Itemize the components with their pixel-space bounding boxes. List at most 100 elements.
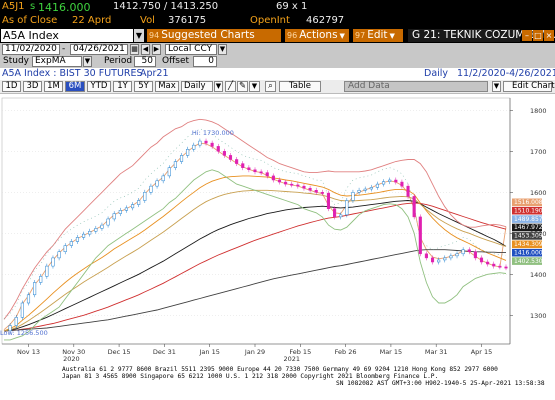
bloomberg-footer: Australia 61 2 9777 8600 Brazil 5511 239… — [0, 362, 555, 400]
candle — [39, 276, 43, 283]
draw-line-icon[interactable]: ╱ — [225, 81, 236, 92]
candle — [137, 200, 141, 205]
maximize-icon[interactable]: □ — [533, 30, 543, 41]
actions-button[interactable]: 96 Actions ▼ — [285, 29, 349, 42]
study-bar: Study ExpMA ▼ Period 50 Offset 0 — [0, 56, 555, 68]
year-label: 2020 — [63, 355, 80, 362]
candle — [461, 249, 465, 255]
x-tick-label: Apr 15 — [471, 348, 493, 356]
right-value-text: 1516.008 — [514, 199, 543, 206]
annotate-dropdown-icon[interactable]: ▼ — [249, 81, 260, 92]
year-label: 2021 — [283, 355, 300, 362]
candle — [467, 249, 471, 252]
candle — [449, 255, 453, 259]
period-1y-button[interactable]: 1Y — [113, 81, 132, 92]
chart-subtitle: A5A Index : BIST 30 FUTURES Apr21 Daily … — [0, 68, 555, 80]
right-value-text: 1489.857 — [514, 216, 543, 223]
period-3d-button[interactable]: 3D — [23, 81, 42, 92]
candle — [20, 302, 24, 318]
offset-field[interactable]: 0 — [193, 56, 217, 67]
close-icon[interactable]: × — [544, 30, 554, 41]
interval-select[interactable]: Daily — [181, 81, 213, 92]
candle — [296, 184, 300, 187]
candle — [504, 266, 508, 269]
actions-label: Actions — [299, 29, 338, 41]
next-period-icon[interactable]: ▶ — [152, 44, 161, 55]
zoom-icon[interactable]: ⌕ — [265, 81, 276, 92]
series-line-ema50 — [3, 200, 507, 332]
close-date: 22 Aprd — [72, 15, 112, 26]
study-select[interactable]: ExpMA — [32, 56, 82, 67]
x-tick-label: Dec 15 — [108, 348, 131, 356]
candle — [479, 257, 484, 263]
candle — [82, 233, 86, 238]
candle — [192, 144, 196, 150]
candle — [210, 142, 214, 147]
y-tick-label: 1400 — [530, 271, 547, 279]
candle — [241, 163, 245, 168]
currency-select[interactable]: Local CCY — [165, 44, 217, 55]
annotate-icon[interactable]: ✎ — [237, 81, 248, 92]
candle — [186, 149, 190, 156]
period-max-button[interactable]: Max — [155, 81, 179, 92]
calendar-icon[interactable]: ▦ — [130, 44, 139, 55]
right-value-box — [512, 223, 542, 232]
y-tick-label: 1600 — [530, 189, 547, 197]
prev-period-icon[interactable]: ◀ — [141, 44, 150, 55]
low-annotation: Low: 1256.500 — [0, 329, 48, 337]
candle — [388, 179, 392, 182]
candle — [88, 231, 92, 235]
right-value-box — [512, 240, 542, 249]
candle — [302, 185, 306, 189]
close-info-line: As of Close 22 Aprd Vol 376175 OpenInt 4… — [0, 14, 555, 28]
add-data-dropdown-icon[interactable]: ▼ — [492, 81, 501, 92]
add-data-input[interactable]: Add Data — [344, 81, 488, 92]
actions-number: 96 — [287, 31, 298, 40]
series-line-ema20 — [3, 175, 507, 332]
candle — [400, 181, 404, 187]
security-dropdown-icon[interactable]: ▼ — [134, 29, 144, 42]
end-date-field[interactable]: 04/26/2021 — [70, 44, 128, 55]
study-dropdown-icon[interactable]: ▼ — [83, 56, 92, 67]
suggested-charts-button[interactable]: 94 Suggested Charts — [147, 29, 281, 42]
right-value-box — [512, 248, 542, 257]
y-tick-label: 1300 — [530, 312, 547, 320]
date-range-bar: 11/02/2020 - 04/26/2021 ▦ ◀ ▶ Local CCY … — [0, 43, 555, 56]
gridlines — [1, 97, 511, 345]
period-1m-button[interactable]: 1M — [44, 81, 63, 92]
minimize-icon[interactable]: – — [522, 30, 532, 41]
start-date-field[interactable]: 11/02/2020 — [2, 44, 60, 55]
edit-chart-button[interactable]: Edit Chart — [503, 81, 555, 92]
candle — [375, 183, 379, 188]
interval-dropdown-icon[interactable]: ▼ — [214, 81, 223, 92]
candle — [253, 169, 257, 173]
candle — [394, 179, 398, 183]
period-field[interactable]: 50 — [134, 56, 156, 67]
candle — [149, 185, 153, 193]
series-line-ema30 — [3, 189, 507, 332]
candle — [492, 263, 496, 267]
footer-line-2: Japan 81 3 4565 8900 Singapore 65 6212 1… — [62, 373, 439, 380]
candle — [314, 190, 318, 193]
last-prefix: s — [30, 1, 36, 12]
period-ytd-button[interactable]: YTD — [87, 81, 111, 92]
candle — [33, 282, 37, 296]
indicator-lines — [3, 118, 507, 341]
study-label: Study — [3, 56, 29, 66]
security-input[interactable]: A5A Index — [1, 29, 133, 42]
right-value-box — [512, 206, 542, 215]
edit-button[interactable]: 97 Edit ▼ — [353, 29, 403, 42]
table-button[interactable]: Table — [279, 81, 321, 92]
period-6m-button[interactable]: 6M — [65, 81, 85, 92]
period-5y-button[interactable]: 5Y — [134, 81, 153, 92]
right-value-box — [512, 257, 542, 265]
candle — [51, 257, 55, 267]
candle — [320, 192, 324, 194]
candle — [265, 172, 269, 177]
period-1d-button[interactable]: 1D — [2, 81, 21, 92]
candle — [418, 216, 422, 255]
currency-dropdown-icon[interactable]: ▼ — [218, 44, 227, 55]
candles — [8, 138, 508, 334]
